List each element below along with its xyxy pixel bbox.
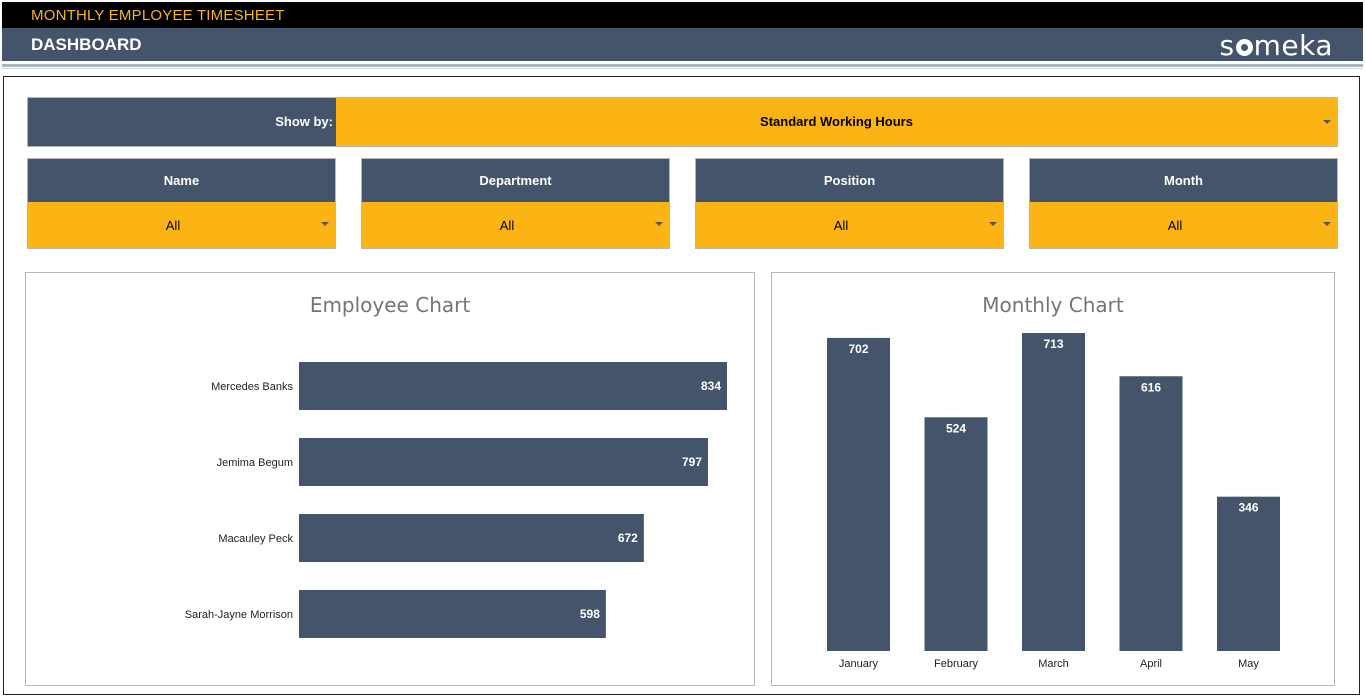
employee-bar-label: Sarah-Jayne Morrison bbox=[185, 609, 293, 621]
monthly-bar bbox=[1217, 496, 1280, 651]
filter-month-dropdown[interactable]: All bbox=[1030, 202, 1337, 248]
header-divider-thin bbox=[2, 68, 1363, 69]
filter-month-label: Month bbox=[1030, 159, 1337, 202]
monthly-bar-label: January bbox=[839, 658, 879, 670]
filter-position-label: Position bbox=[696, 159, 1003, 202]
chevron-down-icon[interactable] bbox=[321, 222, 329, 226]
employee-chart: Mercedes Banks 834 Jemima Begum 797 Macauley… bbox=[185, 362, 727, 638]
monthly-bar bbox=[924, 417, 988, 651]
employee-chart-title: Employee Chart bbox=[309, 293, 471, 317]
monthly-bar bbox=[1119, 376, 1183, 651]
monthly-bar bbox=[827, 337, 890, 651]
chevron-down-icon[interactable] bbox=[1323, 120, 1331, 124]
title-bar: MONTHLY EMPLOYEE TIMESHEET bbox=[2, 2, 1363, 28]
filter-name-dropdown[interactable]: All bbox=[28, 202, 335, 248]
employee-bar-label: Mercedes Banks bbox=[211, 381, 293, 393]
show-by-label: Show by: bbox=[28, 98, 336, 146]
filter-position: Position All bbox=[695, 158, 1004, 249]
app-title: MONTHLY EMPLOYEE TIMESHEET bbox=[31, 7, 285, 24]
employee-bar-value: 598 bbox=[580, 607, 600, 621]
chevron-down-icon[interactable] bbox=[1323, 222, 1331, 226]
monthly-bar-value: 346 bbox=[1238, 501, 1258, 515]
monthly-chart: 702 January 524 February 713 March 616 April 346… bbox=[827, 333, 1280, 670]
employee-bar bbox=[299, 590, 606, 638]
monthly-bar-value: 616 bbox=[1141, 380, 1161, 394]
monthly-bar-label: March bbox=[1038, 658, 1069, 670]
someka-logo: s meka bbox=[1219, 29, 1333, 62]
employee-bar-label: Macauley Peck bbox=[218, 533, 293, 545]
employee-bar-value: 834 bbox=[701, 379, 721, 393]
employee-chart-panel: Employee Chart Mercedes Banks 834 Jemima B… bbox=[25, 272, 755, 686]
employee-bar bbox=[299, 514, 644, 562]
monthly-bar-label: May bbox=[1238, 658, 1259, 670]
filter-month-value: All bbox=[1167, 218, 1183, 233]
filter-department: Department All bbox=[361, 158, 670, 249]
chevron-down-icon[interactable] bbox=[989, 222, 997, 226]
header-divider bbox=[2, 64, 1363, 67]
show-by-dropdown[interactable]: Standard Working Hours bbox=[336, 98, 1337, 146]
filter-name-label: Name bbox=[28, 159, 335, 202]
filter-department-value: All bbox=[499, 218, 515, 233]
monthly-bar-value: 524 bbox=[946, 421, 966, 435]
monthly-bar bbox=[1022, 333, 1085, 651]
page-title: DASHBOARD bbox=[31, 35, 142, 54]
filter-department-dropdown[interactable]: All bbox=[362, 202, 669, 248]
employee-bar bbox=[299, 438, 709, 486]
chevron-down-icon[interactable] bbox=[655, 222, 663, 226]
dashboard-header: DASHBOARD s meka bbox=[2, 28, 1363, 62]
show-by-value: Standard Working Hours bbox=[760, 114, 913, 129]
filter-name: Name All bbox=[27, 158, 336, 249]
filter-month: Month All bbox=[1029, 158, 1338, 249]
filter-position-dropdown[interactable]: All bbox=[696, 202, 1003, 248]
monthly-chart-panel: Monthly Chart 702 January 524 February 713 Ma… bbox=[771, 272, 1335, 686]
employee-bar-value: 797 bbox=[682, 455, 702, 469]
filter-department-label: Department bbox=[362, 159, 669, 202]
monthly-bar-value: 702 bbox=[848, 342, 868, 356]
monthly-bar-label: April bbox=[1140, 658, 1162, 670]
logo-o-icon bbox=[1235, 39, 1253, 56]
show-by-control: Show by: Standard Working Hours bbox=[27, 97, 1338, 147]
monthly-bar-label: February bbox=[934, 658, 979, 670]
filter-name-value: All bbox=[165, 218, 181, 233]
filter-position-value: All bbox=[833, 218, 849, 233]
monthly-chart-title: Monthly Chart bbox=[982, 293, 1124, 317]
employee-bar-label: Jemima Begum bbox=[217, 457, 293, 469]
employee-bar bbox=[299, 362, 727, 410]
dashboard-frame bbox=[3, 76, 1360, 695]
monthly-bar-value: 713 bbox=[1043, 337, 1063, 351]
employee-bar-value: 672 bbox=[618, 531, 638, 545]
